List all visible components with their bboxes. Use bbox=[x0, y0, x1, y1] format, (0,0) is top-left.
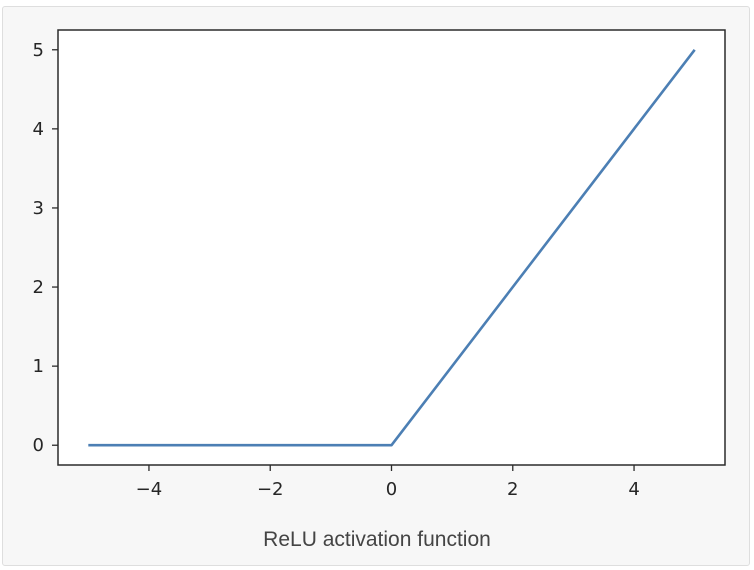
x-tick-label: 4 bbox=[628, 479, 639, 500]
series-layer bbox=[88, 48, 696, 447]
plot-area bbox=[58, 30, 725, 465]
x-tick-label: 2 bbox=[507, 479, 518, 500]
x-tick-label: −4 bbox=[136, 479, 163, 500]
x-tick-label: 0 bbox=[386, 479, 397, 500]
figure-caption: ReLU activation function bbox=[263, 528, 491, 551]
y-tick-label: 2 bbox=[33, 277, 44, 298]
y-tick-label: 3 bbox=[33, 198, 44, 219]
x-tick-label: −2 bbox=[257, 479, 284, 500]
y-axis: 0 1 2 3 4 5 bbox=[33, 40, 58, 456]
x-axis: −4 −2 0 2 4 bbox=[136, 465, 640, 500]
y-tick-label: 5 bbox=[33, 40, 44, 61]
y-tick-label: 1 bbox=[33, 356, 44, 377]
relu-line bbox=[88, 48, 696, 447]
y-tick-label: 0 bbox=[33, 435, 44, 456]
y-tick-label: 4 bbox=[33, 119, 44, 140]
